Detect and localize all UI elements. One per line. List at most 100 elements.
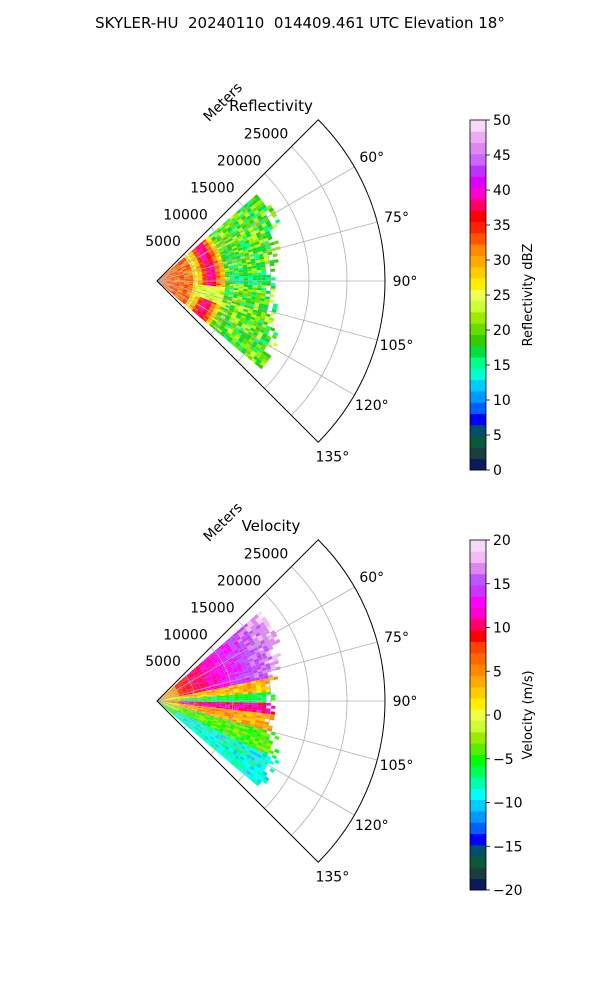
- radar-cell: [222, 245, 227, 250]
- radar-cell: [216, 274, 221, 277]
- radar-cell: [197, 284, 203, 287]
- radar-cell: [261, 692, 267, 696]
- radar-cell: [236, 679, 242, 683]
- radar-cell: [228, 756, 234, 761]
- radar-cell: [223, 730, 229, 734]
- radar-cell: [164, 706, 168, 710]
- radar-cell: [238, 708, 244, 711]
- radar-cell: [235, 216, 241, 221]
- radar-cell: [225, 652, 230, 657]
- radar-cell: [231, 301, 237, 305]
- radar-cell: [237, 716, 243, 720]
- radar-cell: [267, 635, 274, 641]
- radar-cell: [254, 765, 260, 771]
- radar-cell: [248, 704, 253, 708]
- radar-cell: [255, 717, 261, 721]
- radar-cell: [238, 271, 244, 275]
- radar-cell: [237, 766, 243, 772]
- radar-cell: [183, 259, 188, 264]
- radar-cell: [166, 278, 171, 280]
- radar-cell: [245, 763, 251, 768]
- radar-cell: [161, 697, 166, 700]
- radar-cell: [161, 701, 167, 702]
- radar-cell: [213, 651, 218, 656]
- radar-cell: [219, 251, 225, 255]
- radar-cell: [244, 327, 250, 332]
- radar-cell: [224, 710, 230, 713]
- radar-cell: [175, 277, 180, 279]
- radar-cell: [182, 258, 187, 262]
- radar-cell: [184, 717, 189, 721]
- radar-cell: [228, 641, 234, 647]
- radar-cell: [188, 287, 193, 289]
- radar-cell: [231, 233, 237, 238]
- radar-cell: [211, 703, 217, 705]
- radar-cell: [182, 719, 187, 724]
- radar-cell: [188, 693, 193, 696]
- radar-cell: [256, 733, 262, 737]
- radar-cell: [161, 697, 166, 700]
- radar-cell: [224, 240, 230, 245]
- radar-cell: [207, 284, 212, 286]
- radar-cell: [245, 722, 251, 726]
- radar-cell: [241, 644, 247, 649]
- radar-cell: [202, 286, 207, 288]
- radar-cell: [220, 254, 226, 258]
- radar-cell: [229, 274, 235, 277]
- radar-cell: [252, 656, 258, 661]
- radar-cell: [186, 713, 191, 716]
- radar-cell: [242, 226, 248, 232]
- radar-cell: [246, 684, 252, 687]
- radar-cell: [166, 281, 171, 282]
- radar-cell: [179, 278, 185, 280]
- radar-cell: [264, 356, 270, 362]
- radar-cell: [264, 748, 270, 753]
- radar-cell: [244, 205, 251, 211]
- radar-cell: [256, 290, 262, 294]
- radar-cell: [193, 299, 198, 303]
- radar-cell: [174, 692, 179, 695]
- radar-cell: [191, 721, 197, 725]
- radar-cell: [220, 743, 226, 748]
- radar-cell: [223, 310, 229, 314]
- radar-cell: [183, 717, 188, 721]
- radar-cell: [178, 717, 183, 721]
- radar-cell: [233, 291, 239, 295]
- radar-cell: [179, 694, 184, 697]
- radar-cell: [237, 331, 243, 336]
- radar-cell: [254, 737, 260, 742]
- radar-cell: [167, 269, 172, 273]
- radar-cell: [254, 361, 261, 367]
- radar-cell: [180, 293, 186, 297]
- radar-cell: [164, 705, 169, 709]
- radar-cell: [224, 707, 230, 710]
- radar-cell: [166, 699, 171, 701]
- radar-cell: [245, 720, 251, 724]
- radar-cell: [165, 275, 170, 278]
- radar-cell: [161, 281, 166, 283]
- radar-cell: [188, 719, 193, 723]
- radar-cell: [269, 767, 275, 774]
- radar-cell: [220, 289, 225, 293]
- radar-cell: [197, 677, 202, 681]
- radar-cell: [173, 271, 178, 274]
- radar-cell: [178, 692, 184, 695]
- radar-cell: [202, 281, 208, 284]
- radar-cell: [185, 714, 191, 718]
- radar-cell: [210, 235, 216, 240]
- radar-cell: [216, 329, 221, 334]
- radar-cell: [205, 664, 210, 668]
- radar-cell: [170, 696, 175, 699]
- radar-cell: [189, 305, 194, 309]
- radar-cell: [262, 350, 268, 357]
- radar-cell: [202, 311, 207, 315]
- radar-cell: [256, 712, 262, 716]
- radar-cell: [179, 295, 185, 299]
- radar-cell: [233, 249, 239, 253]
- radar-cell: [198, 308, 203, 313]
- radar-cell: [235, 302, 241, 306]
- radar-cell: [252, 322, 258, 327]
- radar-cell: [258, 331, 264, 336]
- radar-cell: [179, 296, 184, 300]
- radar-cell: [220, 734, 226, 739]
